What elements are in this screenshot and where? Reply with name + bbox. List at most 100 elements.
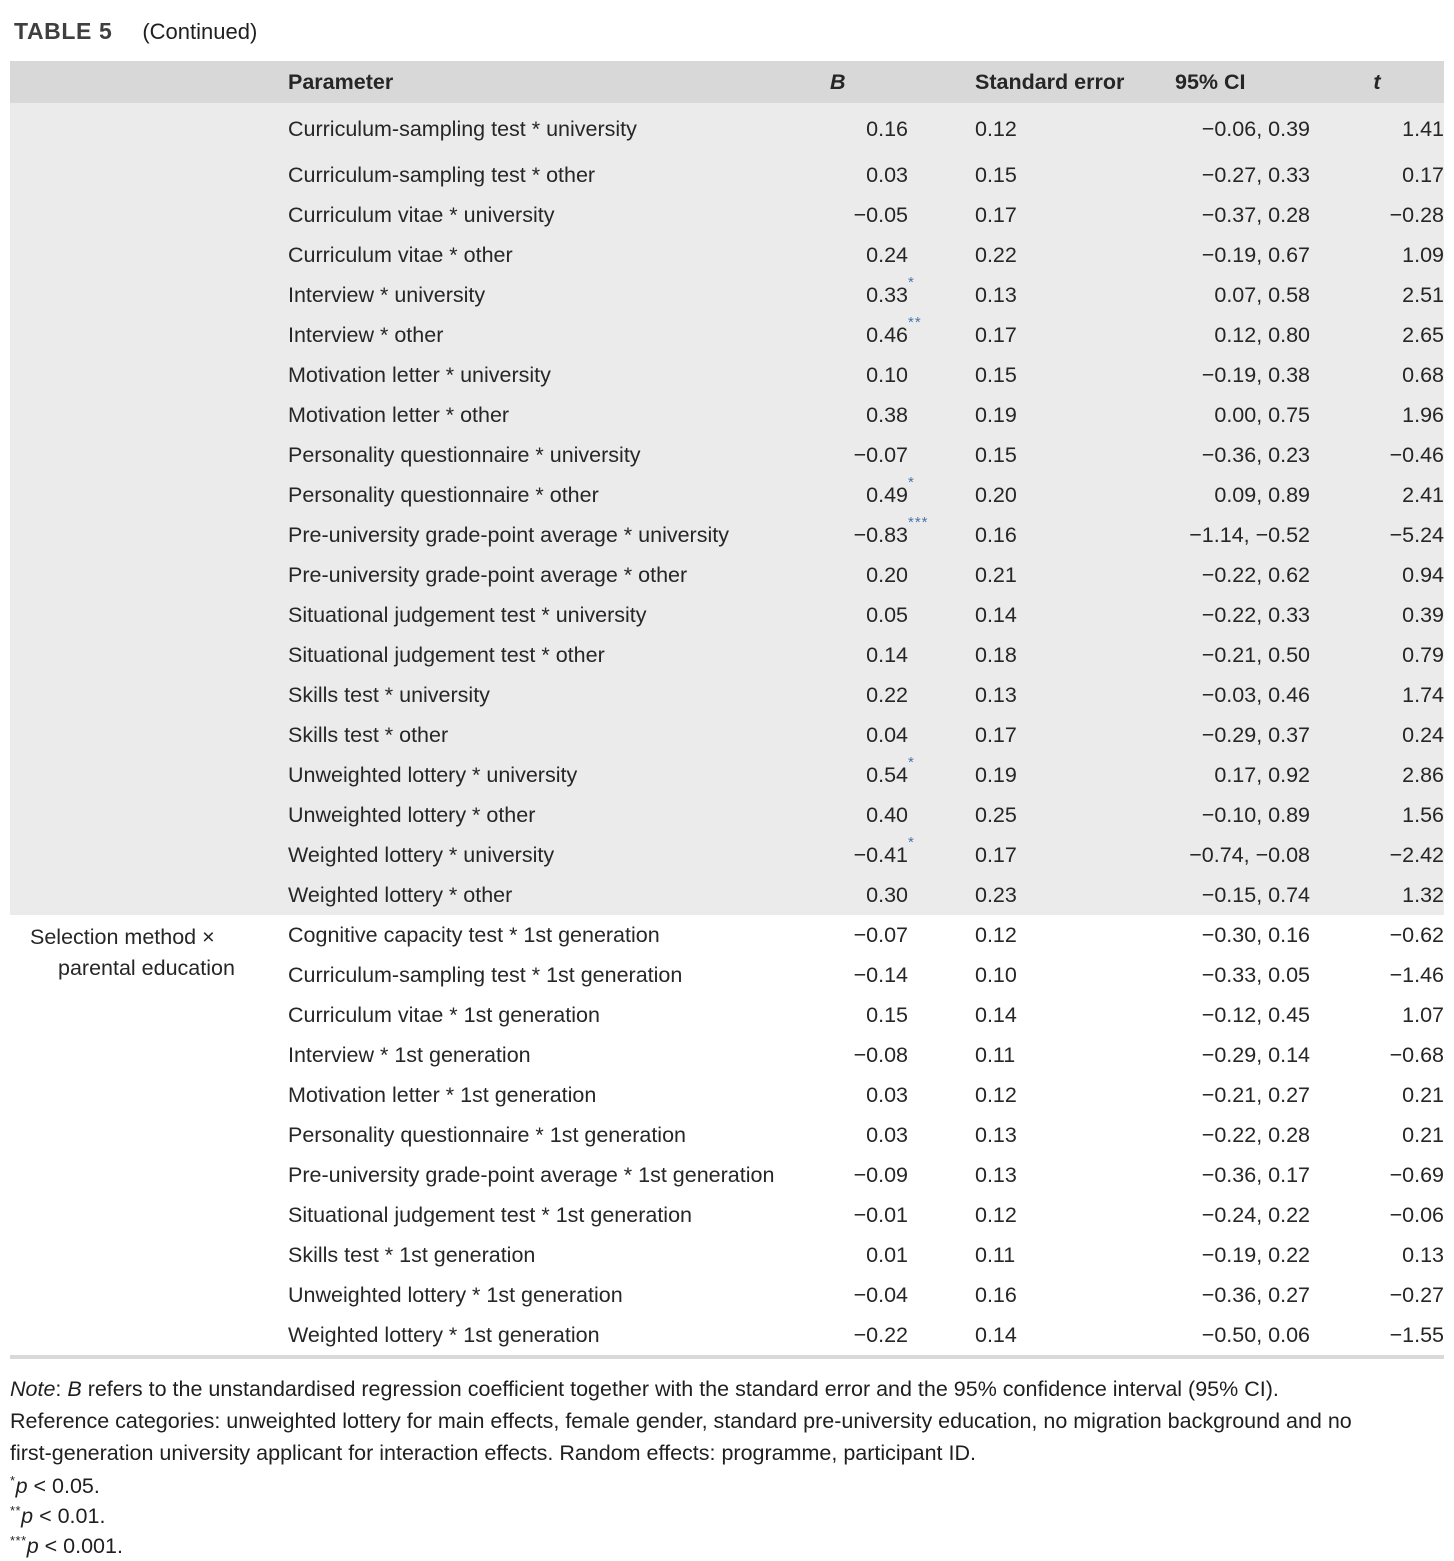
b-cell: −0.08: [830, 1043, 908, 1068]
se-cell: 0.19: [975, 402, 1017, 427]
b-value: −0.08: [853, 1042, 908, 1067]
table-row: Curriculum vitae * university −0.05 0.17…: [288, 195, 1444, 235]
t-cell: −2.42: [1389, 842, 1444, 867]
b-cell: 0.03: [830, 163, 908, 188]
b-cell: 0.54 *: [830, 754, 914, 788]
t-cell: 0.13: [1402, 1242, 1444, 1267]
table-row: Unweighted lottery * other 0.40 0.25 −0.…: [288, 795, 1444, 835]
se-cell: 0.13: [975, 682, 1017, 707]
parameter-cell: Pre-university grade-point average * uni…: [288, 522, 729, 547]
ci-cell: −0.29, 0.37: [1201, 722, 1310, 747]
se-cell: 0.17: [975, 722, 1017, 747]
parameter-cell: Weighted lottery * other: [288, 882, 513, 907]
ci-cell: −0.29, 0.14: [1201, 1042, 1310, 1067]
ci-cell: −0.19, 0.67: [1201, 242, 1310, 267]
b-cell: −0.14: [830, 963, 908, 988]
ci-cell: −0.30, 0.16: [1201, 922, 1310, 947]
note-label: Note: [10, 1377, 56, 1401]
b-value: 0.54: [866, 762, 908, 787]
ci-cell: 0.17, 0.92: [1214, 762, 1310, 787]
table-row: Weighted lottery * 1st generation −0.22 …: [288, 1315, 1444, 1355]
b-cell: −0.07: [830, 443, 908, 468]
b-cell: 0.10: [830, 363, 908, 388]
parameter-cell: Motivation letter * 1st generation: [288, 1082, 597, 1107]
ci-cell: −0.24, 0.22: [1201, 1202, 1310, 1227]
se-cell: 0.25: [975, 802, 1017, 827]
b-value: −0.07: [853, 442, 908, 467]
ci-cell: −0.36, 0.23: [1201, 442, 1310, 467]
se-cell: 0.17: [975, 322, 1017, 347]
b-cell: 0.14: [830, 643, 908, 668]
b-value: −0.04: [853, 1282, 908, 1307]
parameter-cell: Skills test * 1st generation: [288, 1242, 536, 1267]
table-row: Skills test * other 0.04 0.17 −0.29, 0.3…: [288, 715, 1444, 755]
t-cell: 0.68: [1402, 362, 1444, 387]
ci-cell: −0.21, 0.27: [1201, 1082, 1310, 1107]
table-row: Curriculum-sampling test * 1st generatio…: [288, 955, 1444, 995]
table-row: Personality questionnaire * other 0.49 * …: [288, 473, 1444, 515]
b-cell: 0.30: [830, 883, 908, 908]
ci-cell: 0.12, 0.80: [1214, 322, 1310, 347]
b-value: 0.04: [866, 722, 908, 747]
header-columns: Parameter B Standard error 95% CI t: [288, 70, 1444, 95]
se-cell: 0.22: [975, 242, 1017, 267]
b-value: 0.03: [866, 1082, 908, 1107]
ci-cell: −0.36, 0.17: [1201, 1162, 1310, 1187]
b-value: 0.15: [866, 1002, 908, 1027]
footnote-p-symbol: p: [21, 1504, 34, 1528]
se-cell: 0.23: [975, 882, 1017, 907]
se-cell: 0.13: [975, 282, 1017, 307]
se-cell: 0.14: [975, 1002, 1017, 1027]
t-cell: 0.21: [1402, 1122, 1444, 1147]
parameter-cell: Interview * other: [288, 322, 444, 347]
footnote-text: < 0.01.: [33, 1504, 106, 1528]
parameter-cell: Curriculum-sampling test * other: [288, 162, 596, 187]
parameter-cell: Situational judgement test * university: [288, 602, 647, 627]
ci-cell: −0.22, 0.28: [1201, 1122, 1310, 1147]
b-cell: 0.38: [830, 403, 908, 428]
t-cell: −0.69: [1389, 1162, 1444, 1187]
table-row: Cognitive capacity test * 1st generation…: [288, 915, 1444, 955]
table-row: Situational judgement test * 1st generat…: [288, 1195, 1444, 1235]
b-significance-stars: *: [908, 753, 915, 771]
footnote-stars: **: [10, 1502, 22, 1518]
table-row: Skills test * university 0.22 0.13 −0.03…: [288, 675, 1444, 715]
parameter-cell: Motivation letter * other: [288, 402, 510, 427]
parameter-cell: Curriculum vitae * 1st generation: [288, 1002, 600, 1027]
ci-cell: −0.22, 0.62: [1201, 562, 1310, 587]
t-cell: 2.86: [1402, 762, 1444, 787]
b-cell: 0.03: [830, 1123, 908, 1148]
footnote-p-symbol: p: [15, 1474, 28, 1498]
t-cell: −0.68: [1389, 1042, 1444, 1067]
parameter-cell: Situational judgement test * 1st generat…: [288, 1202, 692, 1227]
t-cell: 1.41: [1402, 116, 1444, 141]
b-value: 0.33: [866, 282, 908, 307]
parameter-cell: Personality questionnaire * other: [288, 482, 599, 507]
ci-cell: −0.19, 0.38: [1201, 362, 1310, 387]
ci-cell: −0.50, 0.06: [1201, 1322, 1310, 1347]
ci-cell: −0.36, 0.27: [1201, 1282, 1310, 1307]
t-cell: 0.79: [1402, 642, 1444, 667]
t-cell: −0.46: [1389, 442, 1444, 467]
b-significance-stars: *: [908, 833, 915, 851]
t-cell: 1.56: [1402, 802, 1444, 827]
b-value: 0.20: [866, 562, 908, 587]
column-header-parameter: Parameter: [288, 69, 394, 94]
se-cell: 0.16: [975, 522, 1017, 547]
group-label: [10, 103, 288, 915]
t-cell: −0.27: [1389, 1282, 1444, 1307]
table-row: Curriculum-sampling test * university 0.…: [288, 103, 1444, 155]
b-value: −0.22: [853, 1322, 908, 1347]
se-cell: 0.10: [975, 962, 1017, 987]
ci-cell: −0.03, 0.46: [1201, 682, 1310, 707]
b-cell: −0.22: [830, 1323, 908, 1348]
se-cell: 0.15: [975, 162, 1017, 187]
se-cell: 0.17: [975, 842, 1017, 867]
se-cell: 0.12: [975, 116, 1017, 141]
b-significance-stars: *: [908, 473, 915, 491]
b-value: 0.49: [866, 482, 908, 507]
b-cell: 0.46 **: [830, 314, 921, 348]
parameter-cell: Weighted lottery * 1st generation: [288, 1322, 600, 1347]
b-cell: −0.09: [830, 1163, 908, 1188]
table-bottom-rule: [10, 1355, 1444, 1359]
